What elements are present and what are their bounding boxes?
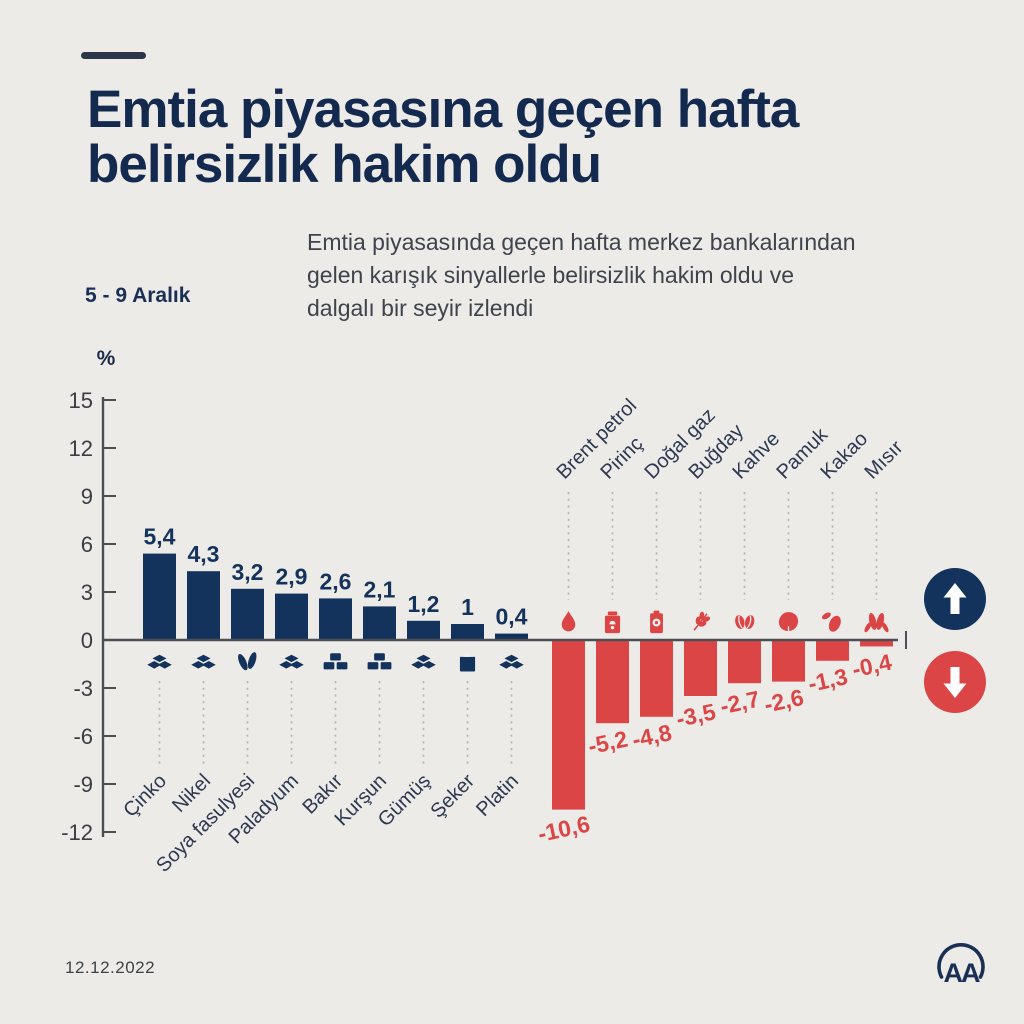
bar-value-label: 0,4 — [496, 604, 528, 630]
ingot-stack-icon — [279, 654, 304, 669]
bar — [772, 640, 805, 682]
oil-drop-icon — [561, 611, 576, 632]
y-axis-tick-label: -9 — [73, 772, 93, 797]
corn-icon — [863, 612, 890, 634]
y-axis-tick-label: -3 — [73, 676, 93, 701]
y-axis-tick-label: 3 — [81, 580, 93, 605]
bar-value-label: -1,3 — [806, 663, 850, 697]
logo-text: AA — [944, 958, 980, 988]
date-range-label: 5 - 9 Aralık — [85, 284, 191, 307]
bar — [552, 640, 585, 810]
arrow-up-icon — [943, 583, 967, 614]
bar — [860, 640, 893, 647]
arrow-down-icon — [943, 667, 967, 698]
bar — [363, 606, 396, 640]
subtitle-line-2: gelen karışık sinyallerle belirsizlik ha… — [307, 262, 795, 288]
ingot-stack-icon — [191, 654, 216, 669]
y-axis-tick-label: -6 — [73, 724, 93, 749]
block-stack-icon — [367, 653, 392, 670]
ingot-stack-icon — [411, 654, 436, 669]
bar-value-label: -4,8 — [630, 719, 674, 753]
cacao-pod-icon — [820, 611, 844, 634]
rice-sack-icon — [604, 611, 621, 634]
y-axis-unit-label: % — [97, 347, 116, 370]
y-axis-tick-label: 9 — [81, 484, 93, 509]
bar-value-label: 4,3 — [188, 541, 220, 567]
bar-value-label: -0,4 — [850, 649, 894, 683]
cotton-leaf-icon — [778, 611, 799, 634]
bar-value-label: -2,6 — [762, 684, 806, 718]
bar-value-label: 5,4 — [144, 524, 176, 550]
publish-date: 12.12.2022 — [65, 958, 156, 977]
bar-value-label: 2,9 — [276, 564, 308, 590]
bar — [640, 640, 673, 717]
aa-agency-logo: AA — [937, 943, 985, 988]
commodity-label: Platin — [472, 770, 523, 821]
bar — [684, 640, 717, 696]
bar-value-label: 3,2 — [232, 559, 264, 585]
bar — [275, 593, 308, 640]
y-axis-tick-label: 6 — [81, 532, 93, 557]
bar — [495, 633, 528, 640]
commodity-label: Çinko — [119, 770, 171, 822]
bar — [451, 624, 484, 640]
subtitle: Emtia piyasasında geçen hafta merkez ban… — [307, 226, 967, 325]
subtitle-line-3: dalgalı bir seyir izlendi — [307, 295, 534, 321]
bar — [728, 640, 761, 684]
y-axis-tick-label: 12 — [69, 436, 93, 461]
bar-value-label: 1 — [461, 594, 474, 620]
bar — [319, 598, 352, 640]
bar — [816, 640, 849, 661]
bar-value-label: 2,1 — [364, 576, 396, 602]
gas-canister-icon — [650, 610, 663, 634]
coffee-beans-icon — [733, 613, 757, 631]
y-axis-tick-label: -12 — [61, 820, 93, 845]
page-title-line-1: Emtia piyasasına geçen hafta — [87, 80, 799, 139]
commodity-label: Şeker — [427, 770, 480, 823]
bar-value-label: -2,7 — [718, 686, 762, 720]
ingot-stack-icon — [499, 654, 524, 669]
bar — [596, 640, 629, 724]
bar-value-label: -3,5 — [674, 698, 718, 732]
bar — [143, 553, 176, 640]
page-title-line-2: belirsizlik hakim oldu — [87, 135, 602, 194]
sugar-sack-icon — [459, 651, 476, 672]
title-accent-dash — [81, 52, 146, 59]
bar-value-label: 2,6 — [320, 568, 352, 594]
logo-arc — [937, 943, 985, 979]
bar-value-label: -5,2 — [586, 726, 630, 760]
ingot-stack-icon — [147, 654, 172, 669]
bar — [231, 588, 264, 640]
y-axis-tick-label: 0 — [81, 628, 93, 653]
bar — [407, 620, 440, 640]
bar — [187, 571, 220, 640]
wheat-icon — [688, 609, 713, 635]
bean-pods-icon — [236, 651, 259, 672]
bar-value-label: -10,6 — [535, 811, 592, 847]
block-stack-icon — [323, 653, 348, 670]
page-title: Emtia piyasasına geçen hafta belirsizlik… — [87, 80, 799, 194]
bar-value-label: 1,2 — [408, 591, 440, 617]
y-axis-tick-label: 15 — [69, 388, 93, 413]
subtitle-line-1: Emtia piyasasında geçen hafta merkez ban… — [307, 229, 856, 255]
